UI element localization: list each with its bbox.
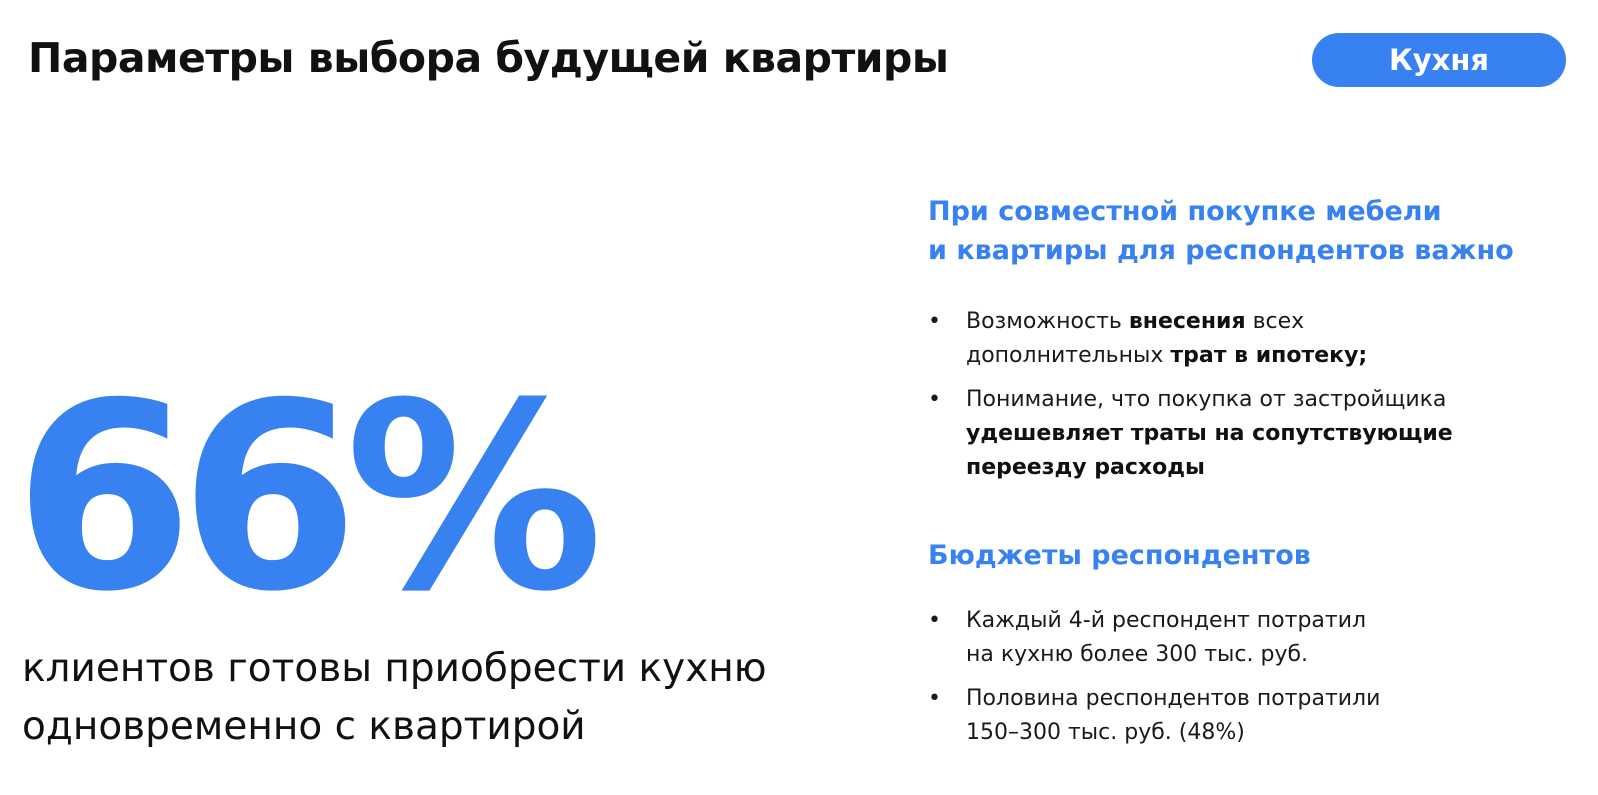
section-heading-line-1: При совместной покупке мебели xyxy=(928,196,1442,227)
list-item: • Возможность внесения всех дополнительн… xyxy=(928,305,1568,373)
section-heading-line-2: и квартиры для респондентов важно xyxy=(928,235,1514,266)
list-item-emphasis: удешевляет траты на сопутствующие xyxy=(966,421,1453,446)
stat-caption: клиентов готовы приобрести кухню одновре… xyxy=(22,640,902,756)
bullet-icon: • xyxy=(928,686,941,711)
bullet-icon: • xyxy=(928,387,941,412)
list-item-line: Понимание, что покупка от застройщика xyxy=(966,387,1447,412)
bullet-icon: • xyxy=(928,608,941,633)
bullet-icon: • xyxy=(928,309,941,334)
list-item-text: дополнительных xyxy=(966,343,1171,368)
priorities-list: • Возможность внесения всех дополнительн… xyxy=(928,305,1568,495)
list-item-line: на кухню более 300 тыс. руб. xyxy=(966,642,1309,667)
list-item-emphasis: переезду расходы xyxy=(966,455,1205,480)
list-item-line: Половина респондентов потратили xyxy=(966,686,1381,711)
section-heading-budgets: Бюджеты респондентов xyxy=(928,540,1311,571)
list-item-line: Возможность внесения всех xyxy=(966,305,1568,339)
list-item: • Каждый 4-й респондент потратил на кухн… xyxy=(928,604,1568,672)
stat-caption-line-1: клиентов готовы приобрести кухню xyxy=(22,646,767,691)
list-item-line: Каждый 4-й респондент потратил xyxy=(966,608,1367,633)
list-item-line: 150–300 тыс. руб. (48%) xyxy=(966,720,1245,745)
list-item-text: Возможность xyxy=(966,309,1129,334)
list-item: • Понимание, что покупка от застройщика … xyxy=(928,383,1568,485)
big-stat-value: 66% xyxy=(14,348,604,648)
page-title: Параметры выбора будущей квартиры xyxy=(28,34,949,82)
category-tag-kitchen: Кухня xyxy=(1312,33,1566,87)
list-item-line: дополнительных трат в ипотеку; xyxy=(966,339,1568,373)
list-item: • Половина респондентов потратили 150–30… xyxy=(928,682,1568,750)
list-item-emphasis: внесения xyxy=(1128,309,1246,334)
budgets-list: • Каждый 4-й респондент потратил на кухн… xyxy=(928,604,1568,760)
section-heading-priorities: При совместной покупке мебели и квартиры… xyxy=(928,192,1568,270)
list-item-text: всех xyxy=(1245,309,1305,334)
list-item-emphasis: трат в ипотеку; xyxy=(1170,343,1368,368)
stat-caption-line-2: одновременно с квартирой xyxy=(22,704,586,749)
